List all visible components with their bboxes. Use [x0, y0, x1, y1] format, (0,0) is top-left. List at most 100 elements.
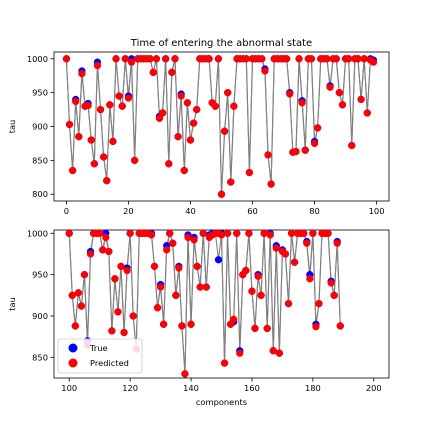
y-tick-label: 950 [32, 88, 48, 98]
data-point-predicted [163, 246, 171, 254]
data-point-predicted [335, 88, 344, 97]
data-point-predicted [312, 323, 320, 331]
data-point-predicted [307, 55, 316, 63]
data-point-predicted [183, 99, 192, 107]
data-point-predicted [152, 55, 161, 63]
data-point-predicted [272, 244, 280, 252]
data-point-predicted [84, 101, 92, 110]
legend-marker-true [68, 343, 78, 353]
data-point-predicted [310, 139, 319, 148]
data-point-predicted [217, 231, 226, 239]
x-tick-label: 60 [247, 206, 258, 216]
data-point-predicted [184, 233, 192, 242]
data-point-predicted [149, 68, 157, 76]
data-point-predicted [220, 359, 229, 367]
y-tick-label: 1000 [27, 228, 48, 238]
data-point-predicted [187, 320, 195, 328]
x-tick-label: 100 [61, 383, 77, 393]
data-point-predicted [96, 105, 105, 114]
y-tick-label: 900 [32, 122, 48, 132]
data-point-predicted [180, 166, 188, 175]
data-point-predicted [62, 55, 71, 63]
bottom-y-axis-label: tau [7, 297, 17, 311]
data-point-predicted [130, 156, 139, 165]
data-point-predicted [287, 229, 296, 237]
data-point-predicted [193, 105, 201, 114]
top-y-axis-label: tau [7, 120, 17, 134]
bottom-series-lines [68, 232, 341, 375]
data-point-predicted [230, 315, 238, 323]
data-point-predicted [257, 291, 265, 299]
data-point-predicted [281, 250, 290, 258]
legend-label-true: True [89, 343, 108, 353]
x-tick-label: 40 [185, 206, 196, 216]
data-point-predicted [345, 55, 353, 63]
x-tick-label: 80 [309, 206, 320, 216]
data-point-predicted [286, 90, 294, 98]
data-point-predicted [115, 92, 123, 100]
top-chart-title: Time of entering the abnormal state [130, 38, 312, 49]
x-tick-label: 200 [366, 383, 382, 393]
series-line-predicted [68, 232, 341, 375]
data-point-predicted [171, 55, 179, 63]
data-point-predicted [99, 153, 108, 161]
data-point-predicted [129, 312, 137, 320]
bottom-x-axis-label: components [196, 397, 247, 407]
bottom-panel: tau components 100 120 140 160 180 200 850 900 9… [7, 228, 390, 407]
data-point-predicted [242, 266, 250, 275]
top-panel: Time of entering the abnormal state tau … [7, 38, 390, 216]
data-point-predicted [118, 102, 126, 110]
data-point-predicted [309, 229, 317, 237]
series-line-predicted [65, 58, 374, 195]
data-point-predicted [245, 168, 254, 177]
y-tick-label: 1000 [27, 54, 48, 64]
x-tick-label: 0 [64, 206, 69, 216]
data-point-predicted [178, 322, 186, 330]
y-tick-label: 850 [32, 155, 48, 165]
data-point-predicted [90, 160, 98, 168]
data-point-predicted [168, 68, 176, 76]
data-point-predicted [68, 291, 76, 299]
data-point-predicted [264, 151, 272, 159]
y-tick-label: 850 [32, 352, 48, 362]
data-point-predicted [357, 95, 365, 104]
data-point-predicted [245, 229, 253, 237]
top-axis-ticks: 0 20 40 60 80 100 800 850 900 950 1000 [27, 54, 385, 216]
data-point-predicted [65, 229, 73, 237]
data-point-predicted [230, 102, 238, 110]
data-point-predicted [269, 347, 277, 355]
data-point-predicted [172, 291, 180, 299]
data-point-predicted [354, 55, 362, 63]
legend-marker-predicted [68, 358, 78, 368]
data-point-predicted [68, 166, 77, 175]
top-data-points [62, 55, 378, 198]
data-point-predicted [267, 180, 275, 188]
data-point-predicted [205, 55, 213, 63]
data-point-predicted [236, 349, 244, 357]
data-point-predicted [93, 61, 102, 70]
data-point-predicted [117, 262, 125, 271]
data-point-predicted [332, 55, 340, 63]
data-point-predicted [146, 55, 154, 63]
data-point-predicted [298, 99, 306, 107]
data-point-predicted [251, 324, 259, 333]
data-point-predicted [186, 136, 195, 144]
data-point-predicted [153, 304, 162, 312]
data-point-predicted [338, 101, 347, 109]
legend-label-predicted: Predicted [90, 358, 129, 368]
data-point-predicted [214, 55, 223, 63]
data-point-predicted [181, 370, 189, 378]
data-point-predicted [177, 92, 185, 100]
data-point-predicted [224, 88, 232, 97]
data-point-predicted [114, 308, 122, 316]
data-point-predicted [248, 287, 256, 295]
data-point-predicted [360, 55, 368, 63]
data-point-predicted [295, 55, 303, 63]
data-point-predicted [266, 231, 274, 239]
data-point-predicted [336, 322, 344, 330]
data-point-predicted [258, 55, 266, 63]
data-point-predicted [87, 136, 95, 144]
data-point-predicted [96, 229, 104, 237]
data-point-predicted [323, 55, 331, 63]
data-point-predicted [159, 320, 168, 328]
